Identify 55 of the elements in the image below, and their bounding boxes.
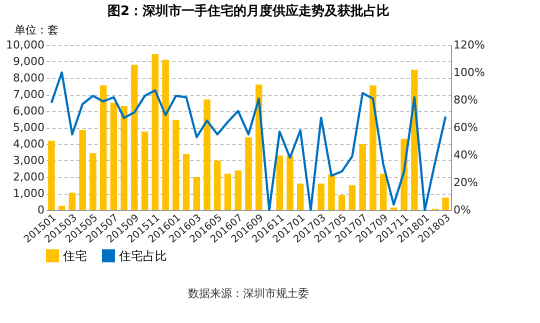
y2-tick-label: 100% [454,66,485,79]
y-tick-label: 5,000 [13,121,44,134]
bar [224,174,232,210]
source-note: 数据来源：深圳市规土委 [188,287,309,300]
line-series [50,71,447,212]
bar [162,60,169,210]
bar [172,120,180,210]
bar [204,99,210,210]
chart-title: 图2：深圳市一手住宅的月度供应走势及获批占比 [107,3,390,19]
y2-tick-label: 40% [454,148,478,162]
bar [110,102,118,210]
y-tick-label: 7,000 [13,88,44,101]
bar [193,177,200,210]
bar [370,85,376,210]
y-tick-label: 6,000 [13,104,44,118]
bar [276,156,283,210]
bar [131,64,138,210]
bar [442,198,449,210]
bar [100,85,107,210]
bar [348,185,356,210]
y-tick-label: 4,000 [13,138,44,150]
bar [234,170,242,210]
bar [318,184,324,210]
bar [380,174,387,210]
bar [79,130,86,210]
bar [68,192,76,210]
bar [286,156,294,210]
y2-tick-label: 80% [454,94,478,106]
y-tick-label: 3,000 [13,154,44,167]
bar [141,132,148,210]
bar [245,137,252,210]
bar [152,54,159,210]
bar [214,160,221,210]
bar [48,140,55,210]
bar [338,195,346,210]
y-tick-label: 10,000 [6,38,44,52]
bar [58,206,66,210]
y-tick-label: 9,000 [13,55,44,68]
y-tick-label: 8,000 [13,72,44,84]
bar [296,184,304,210]
y-axis-title: 单位：套 [14,24,58,36]
y-tick-label: 0 [38,204,44,216]
y-tick-label: 2,000 [13,170,44,184]
legend-label: 住宅占比 [118,248,167,263]
bar [328,174,335,210]
y2-tick-label: 60% [454,121,478,134]
legend-label: 住宅 [62,248,87,263]
bar [359,144,366,210]
bar [182,154,190,210]
y-tick-label: 1,000 [13,187,44,200]
y2-tick-label: 20% [454,176,478,189]
y2-tick-label: 0% [454,204,471,216]
bar [90,153,96,210]
bar [120,106,128,210]
y2-tick-label: 120% [454,38,485,52]
